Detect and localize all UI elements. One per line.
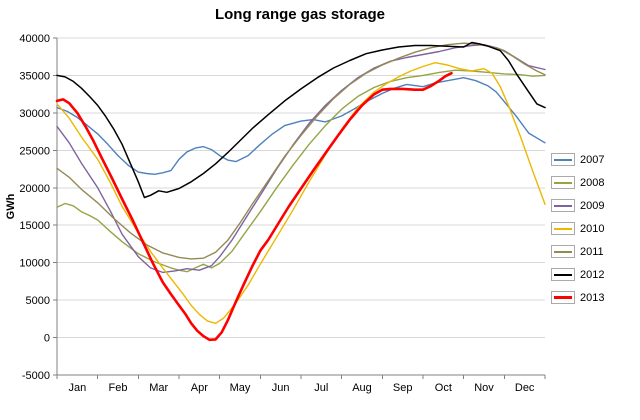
x-tick-label: Dec	[515, 382, 535, 394]
legend-label: 2008	[580, 176, 605, 189]
x-tick-label: Apr	[191, 382, 208, 394]
legend-label: 2007	[580, 153, 605, 166]
x-tick-label: Mar	[149, 382, 168, 394]
legend-line-icon	[554, 227, 572, 230]
legend-item: 2009	[551, 196, 604, 215]
legend-swatch	[551, 176, 575, 189]
x-tick-label: Sep	[393, 382, 413, 394]
y-tick-label: 40000	[19, 33, 50, 45]
x-tick-label: Jul	[314, 382, 328, 394]
legend-label: 2010	[580, 222, 605, 235]
y-axis-title: GWh	[5, 193, 17, 219]
legend-label: 2013	[580, 291, 605, 304]
y-tick-label: 15000	[19, 220, 50, 232]
series-line-2013	[55, 71, 453, 342]
chart-title: Long range gas storage	[214, 6, 386, 23]
legend-line-icon	[554, 158, 572, 161]
y-tick-label: 35000	[19, 70, 50, 82]
y-tick-label: 30000	[19, 108, 50, 120]
legend-line-icon	[554, 204, 572, 207]
series-line-2007	[56, 76, 546, 176]
series-line-2009	[56, 44, 546, 274]
legend-item: 2008	[551, 173, 604, 192]
y-tick-label: 0	[44, 333, 50, 345]
legend-swatch	[551, 222, 575, 235]
legend-line-icon	[554, 296, 572, 299]
x-tick-label: Jun	[272, 382, 290, 394]
x-tick-label: Jan	[68, 382, 86, 394]
series-line-2008	[56, 69, 546, 273]
legend-swatch	[551, 153, 575, 166]
legend-label: 2011	[580, 245, 604, 258]
series-line-2012	[56, 41, 546, 199]
legend-label: 2009	[580, 199, 605, 212]
x-tick-label: May	[230, 382, 251, 394]
legend-line-icon	[554, 250, 572, 253]
legend-label: 2012	[580, 268, 605, 281]
legend-swatch	[551, 245, 575, 258]
legend-line-icon	[554, 181, 572, 184]
legend-swatch	[551, 268, 575, 281]
x-tick-label: Nov	[474, 382, 494, 394]
x-tick-label: Feb	[109, 382, 128, 394]
series-line-2010	[56, 62, 546, 324]
x-tick-label: Oct	[435, 382, 452, 394]
legend-item: 2007	[551, 150, 604, 169]
legend-item: 2010	[551, 219, 604, 238]
legend-swatch	[551, 199, 575, 212]
legend-item: 2011	[551, 242, 604, 261]
y-tick-label: 25000	[19, 145, 50, 157]
y-tick-label: -5000	[22, 370, 50, 382]
legend-swatch	[551, 291, 575, 304]
legend-item: 2013	[551, 288, 604, 307]
legend-item: 2012	[551, 265, 604, 284]
x-tick-label: Aug	[352, 382, 372, 394]
y-tick-label: 5000	[26, 295, 50, 307]
y-tick-label: 10000	[19, 258, 50, 270]
y-tick-label: 20000	[19, 183, 50, 195]
chart-legend: 2007 2008 2009 2010 2011 2012 2013	[551, 150, 604, 307]
legend-line-icon	[554, 273, 572, 276]
